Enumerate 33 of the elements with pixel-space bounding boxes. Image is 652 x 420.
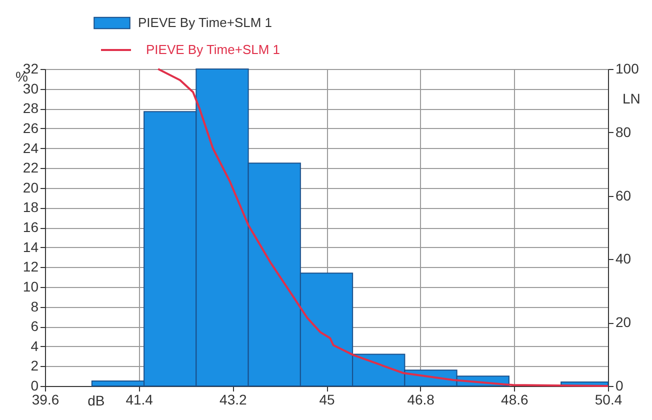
y-tick-label: 30 [22,80,39,96]
x-tick-label: 48.6 [501,392,529,408]
x-tick-label: 39.6 [32,392,60,408]
y2-tick-label: 40 [616,250,632,267]
x-axis-title: dB [88,392,105,408]
legend-label: PIEVE By Time+SLM 1 [146,42,280,57]
y2-tick-label: 0 [616,378,624,394]
y-tick-label: 6 [30,318,39,334]
y-tick-label: 14 [22,238,39,255]
x-tick-label: 45 [319,392,335,408]
y-tick-label: 10 [22,278,39,294]
y-tick-label: 4 [30,338,39,354]
y-tick-label: 20 [22,179,39,196]
x-tick-label: 41.4 [126,392,154,408]
x-tick-label: 43.2 [220,392,248,408]
y-tick-label: 26 [22,120,39,136]
legend-label: PIEVE By Time+SLM 1 [138,15,272,30]
y2-axis-title: LN [622,90,640,106]
y-tick-label: 0 [30,378,39,394]
x-tick-label: 46.8 [407,392,435,408]
x-tick-label: 50.4 [594,392,622,408]
y2-tick-label: 60 [616,187,632,204]
y-tick-label: 24 [22,140,39,156]
y2-tick-label: 100 [616,60,640,76]
y2-tick-label: 80 [616,124,632,140]
y-tick-label: 2 [30,358,39,374]
y2-tick-label: 20 [616,314,632,330]
y-tick-label: 18 [22,199,39,216]
y-tick-label: 12 [22,258,39,275]
y-tick-label: 8 [30,298,39,314]
y-tick-label: 16 [22,219,39,235]
y-tick-label: 22 [22,160,39,176]
y-tick-label: 28 [22,100,39,116]
